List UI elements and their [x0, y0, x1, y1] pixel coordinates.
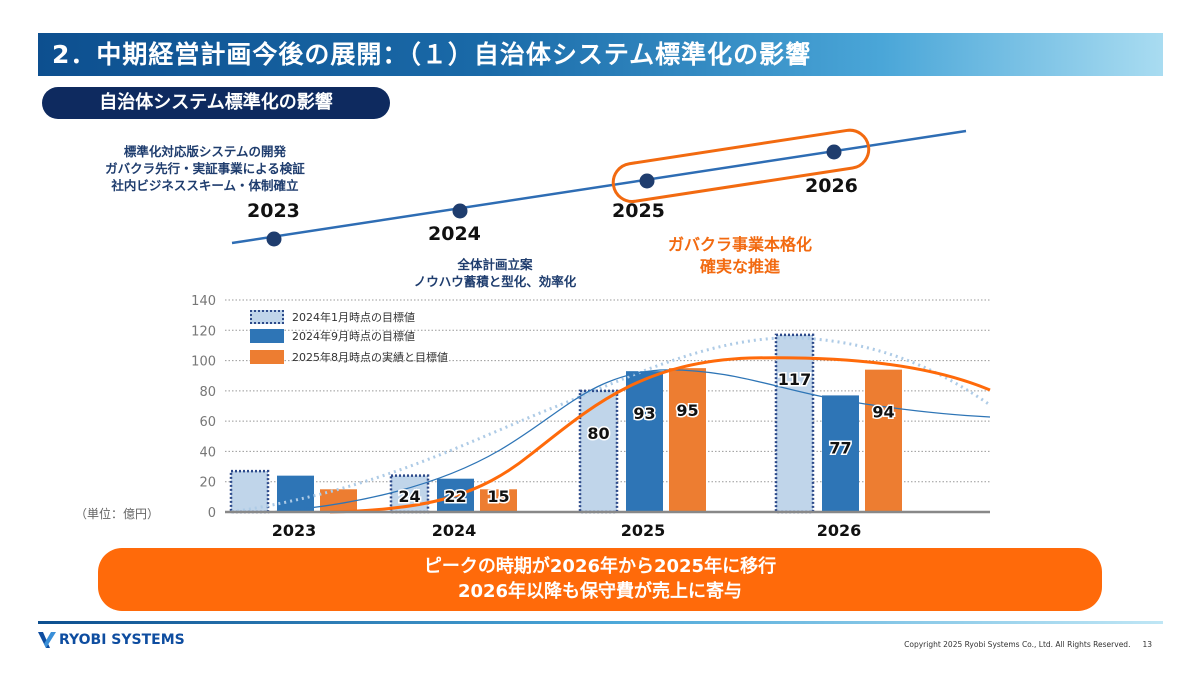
- data-label: 22: [444, 487, 466, 506]
- copyright-text: Copyright 2025 Ryobi Systems Co., Ltd. A…: [904, 640, 1131, 649]
- milestone-line: 標準化対応版システムの開発: [123, 144, 287, 159]
- highlight-line: 確実な推進: [699, 257, 780, 276]
- y-tick-label: 120: [191, 324, 216, 339]
- footer-divider: [38, 621, 1163, 624]
- x-tick-label: 2026: [817, 521, 862, 540]
- section-subtitle: 自治体システム標準化の影響: [42, 87, 390, 119]
- year-label-2025: 2025: [612, 200, 665, 222]
- banner-line: 2026年以降も保守費が売上に寄与: [457, 581, 743, 602]
- data-label: 80: [587, 424, 609, 443]
- x-tick-label: 2025: [621, 521, 666, 540]
- year-label-2024: 2024: [428, 223, 481, 245]
- bar-2025-2: [626, 371, 663, 512]
- y-tick-label: 80: [199, 385, 216, 400]
- data-label: 93: [633, 404, 655, 423]
- milestone-2024-text: 全体計画立案 ノウハウ蓄積と型化、効率化: [340, 256, 650, 290]
- highlight-outline: [611, 128, 871, 203]
- timeline-dot-2026: [826, 144, 842, 160]
- copyright: Copyright 2025 Ryobi Systems Co., Ltd. A…: [904, 640, 1152, 649]
- bar-2023-2: [277, 475, 314, 512]
- y-tick-label: 60: [199, 415, 216, 430]
- bar-2025-3: [669, 368, 706, 512]
- legend-item-jan2024: 2024年1月時点の目標値: [250, 309, 415, 325]
- logo-mark-icon: [38, 632, 56, 648]
- page-number: 13: [1142, 640, 1152, 649]
- year-label-2026: 2026: [805, 175, 858, 197]
- data-label: 117: [778, 370, 811, 389]
- year-label-2023: 2023: [247, 200, 300, 222]
- milestone-2023-text: 標準化対応版システムの開発 ガバクラ先行・実証事業による検証 社内ビジネススキー…: [60, 143, 350, 194]
- bar-2026-2: [822, 395, 859, 512]
- milestone-line: 全体計画立案: [457, 257, 533, 272]
- legend-item-aug2025: 2025年8月時点の実績と目標値: [250, 349, 448, 365]
- highlight-text: ガバクラ事業本格化 確実な推進: [620, 234, 860, 278]
- company-logo: RYOBI SYSTEMS: [38, 632, 185, 648]
- timeline-line: [231, 129, 967, 245]
- timeline-dot-2023: [266, 231, 282, 247]
- y-tick-label: 100: [191, 355, 216, 370]
- trend-curve-aug2025: [329, 356, 991, 514]
- bar-2026-3: [865, 369, 902, 512]
- legend-swatch: [250, 310, 284, 324]
- bar-2024-3: [480, 489, 517, 512]
- bar-2023-3: [320, 489, 357, 512]
- legend-swatch: [250, 350, 284, 364]
- data-label: 77: [829, 438, 851, 457]
- x-tick-label: 2024: [432, 521, 477, 540]
- legend-label: 2024年1月時点の目標値: [292, 311, 415, 324]
- y-tick-label: 20: [199, 476, 216, 491]
- milestone-line: ガバクラ先行・実証事業による検証: [105, 161, 305, 176]
- bar-2026-1: [774, 333, 815, 514]
- legend-swatch: [250, 329, 284, 343]
- conclusion-banner: ピークの時期が2026年から2025年に移行 2026年以降も保守費が売上に寄与: [98, 548, 1102, 611]
- legend-item-sep2024: 2024年9月時点の目標値: [250, 328, 415, 344]
- data-label: 24: [398, 487, 420, 506]
- trend-curve-sep2024: [269, 369, 991, 513]
- y-tick-label: 40: [199, 445, 216, 460]
- logo-text: RYOBI SYSTEMS: [59, 632, 185, 648]
- timeline-graphic: [231, 128, 967, 247]
- timeline-dot-2024: [452, 203, 468, 219]
- y-tick-label: 0: [208, 506, 216, 521]
- milestone-line: 社内ビジネススキーム・体制確立: [111, 178, 299, 193]
- legend-label: 2025年8月時点の実績と目標値: [292, 351, 448, 364]
- highlight-line: ガバクラ事業本格化: [667, 235, 812, 254]
- x-tick-label: 2023: [272, 521, 317, 540]
- legend-label: 2024年9月時点の目標値: [292, 330, 415, 343]
- data-label: 95: [676, 401, 698, 420]
- bar-2025-1: [578, 389, 619, 514]
- y-tick-label: 140: [191, 294, 216, 309]
- timeline-dot-2025: [639, 173, 655, 189]
- bar-chart: 0 20 40 60 80 100 120 140 2023 24 22 15 2024 80 93 95 20…: [191, 294, 991, 540]
- trend-curve-jan2024: [230, 336, 991, 514]
- milestone-line: ノウハウ蓄積と型化、効率化: [413, 274, 577, 289]
- data-label: 15: [487, 487, 509, 506]
- page-title: 2．中期経営計画今後の展開：（１）自治体システム標準化の影響: [38, 33, 1163, 76]
- y-axis-unit: （単位：億円）: [75, 507, 160, 521]
- banner-line: ピークの時期が2026年から2025年に移行: [423, 556, 777, 577]
- data-label: 94: [872, 403, 894, 422]
